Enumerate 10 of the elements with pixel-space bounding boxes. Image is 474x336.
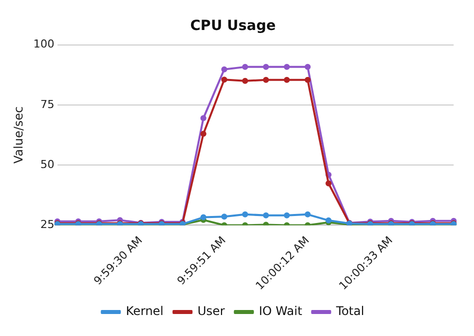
- y-axis-title: Value/sec: [11, 106, 26, 164]
- legend-label: Total: [335, 304, 364, 318]
- legend-label: Kernel: [126, 304, 164, 318]
- y-tick-label: 100: [33, 38, 54, 51]
- y-tick-label: 75: [40, 98, 54, 111]
- chart-title: CPU Usage: [190, 18, 276, 34]
- y-tick-label: 25: [40, 218, 54, 232]
- y-tick-label: 50: [40, 158, 54, 171]
- legend-label: IO Wait: [258, 304, 302, 318]
- legend-label: User: [198, 304, 225, 318]
